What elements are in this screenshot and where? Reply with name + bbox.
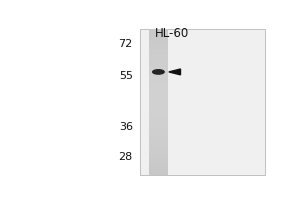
FancyBboxPatch shape (149, 85, 168, 87)
FancyBboxPatch shape (149, 71, 168, 73)
FancyBboxPatch shape (149, 52, 168, 54)
FancyBboxPatch shape (149, 129, 168, 131)
FancyBboxPatch shape (149, 109, 168, 111)
FancyBboxPatch shape (149, 126, 168, 127)
FancyBboxPatch shape (149, 82, 168, 83)
FancyBboxPatch shape (149, 122, 168, 124)
Text: HL-60: HL-60 (155, 27, 190, 40)
FancyBboxPatch shape (149, 73, 168, 74)
FancyBboxPatch shape (149, 168, 168, 169)
FancyBboxPatch shape (149, 137, 168, 138)
FancyBboxPatch shape (149, 74, 168, 76)
Polygon shape (169, 69, 181, 75)
FancyBboxPatch shape (149, 155, 168, 157)
FancyBboxPatch shape (149, 164, 168, 166)
FancyBboxPatch shape (149, 147, 168, 149)
Text: 28: 28 (118, 152, 133, 162)
FancyBboxPatch shape (149, 144, 168, 146)
FancyBboxPatch shape (149, 51, 168, 52)
FancyBboxPatch shape (149, 158, 168, 160)
FancyBboxPatch shape (149, 60, 168, 62)
FancyBboxPatch shape (149, 160, 168, 162)
FancyBboxPatch shape (149, 96, 168, 98)
FancyBboxPatch shape (149, 40, 168, 41)
FancyBboxPatch shape (149, 47, 168, 49)
FancyBboxPatch shape (149, 87, 168, 89)
FancyBboxPatch shape (149, 100, 168, 102)
Text: 55: 55 (119, 71, 133, 81)
FancyBboxPatch shape (149, 133, 168, 135)
FancyBboxPatch shape (149, 127, 168, 129)
FancyBboxPatch shape (149, 58, 168, 60)
FancyBboxPatch shape (149, 63, 168, 65)
FancyBboxPatch shape (149, 29, 168, 30)
Text: 36: 36 (119, 122, 133, 132)
FancyBboxPatch shape (149, 151, 168, 153)
FancyBboxPatch shape (149, 91, 168, 93)
FancyBboxPatch shape (149, 124, 168, 126)
FancyBboxPatch shape (149, 104, 168, 105)
FancyBboxPatch shape (149, 98, 168, 100)
FancyBboxPatch shape (149, 107, 168, 109)
FancyBboxPatch shape (149, 67, 168, 69)
FancyBboxPatch shape (149, 146, 168, 147)
Ellipse shape (152, 69, 165, 75)
FancyBboxPatch shape (149, 94, 168, 96)
FancyBboxPatch shape (149, 169, 168, 171)
FancyBboxPatch shape (149, 83, 168, 85)
FancyBboxPatch shape (149, 93, 168, 94)
FancyBboxPatch shape (149, 102, 168, 104)
FancyBboxPatch shape (149, 116, 168, 118)
FancyBboxPatch shape (149, 78, 168, 80)
FancyBboxPatch shape (149, 118, 168, 120)
FancyBboxPatch shape (149, 142, 168, 144)
FancyBboxPatch shape (149, 41, 168, 43)
FancyBboxPatch shape (149, 89, 168, 91)
FancyBboxPatch shape (149, 80, 168, 82)
FancyBboxPatch shape (149, 56, 168, 58)
FancyBboxPatch shape (149, 140, 168, 142)
FancyBboxPatch shape (149, 131, 168, 133)
FancyBboxPatch shape (149, 62, 168, 63)
FancyBboxPatch shape (149, 173, 168, 175)
FancyBboxPatch shape (149, 111, 168, 113)
FancyBboxPatch shape (149, 113, 168, 115)
FancyBboxPatch shape (149, 166, 168, 168)
FancyBboxPatch shape (140, 29, 266, 175)
FancyBboxPatch shape (149, 69, 168, 71)
FancyBboxPatch shape (149, 138, 168, 140)
FancyBboxPatch shape (149, 32, 168, 34)
FancyBboxPatch shape (149, 157, 168, 158)
FancyBboxPatch shape (149, 38, 168, 40)
FancyBboxPatch shape (149, 171, 168, 173)
FancyBboxPatch shape (149, 36, 168, 38)
FancyBboxPatch shape (149, 120, 168, 122)
Text: 72: 72 (118, 39, 133, 49)
FancyBboxPatch shape (149, 149, 168, 151)
FancyBboxPatch shape (149, 135, 168, 137)
FancyBboxPatch shape (149, 65, 168, 67)
FancyBboxPatch shape (149, 49, 168, 51)
FancyBboxPatch shape (149, 43, 168, 45)
FancyBboxPatch shape (149, 115, 168, 116)
FancyBboxPatch shape (149, 153, 168, 155)
FancyBboxPatch shape (149, 162, 168, 164)
FancyBboxPatch shape (149, 45, 168, 47)
FancyBboxPatch shape (149, 30, 168, 32)
FancyBboxPatch shape (149, 54, 168, 56)
FancyBboxPatch shape (149, 34, 168, 36)
FancyBboxPatch shape (149, 76, 168, 78)
FancyBboxPatch shape (149, 105, 168, 107)
